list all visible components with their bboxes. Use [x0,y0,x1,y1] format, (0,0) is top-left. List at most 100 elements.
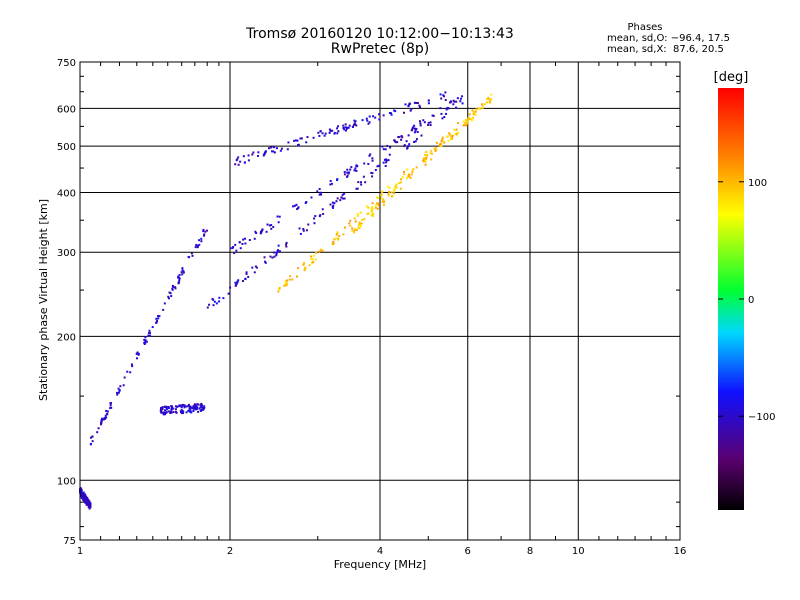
data-point [444,91,447,94]
data-point [182,270,185,273]
data-point [381,190,384,193]
data-point [360,222,363,225]
data-point [339,199,342,202]
colorbar-label: [deg] [714,70,749,85]
data-point [149,334,152,337]
data-point [218,296,221,299]
x-axis-ticks: 1 2 4 6 8 10 16 [77,62,687,557]
data-point [342,197,345,200]
data-point [372,213,375,216]
data-point [353,169,356,172]
data-point [171,287,174,290]
data-point [116,393,119,396]
data-point [294,139,297,142]
data-point [354,167,357,170]
y-tick-label: 400 [57,188,76,199]
data-point [105,409,108,412]
data-point [420,134,423,137]
data-point [161,408,164,411]
data-point [388,186,391,189]
data-point [368,121,371,124]
data-point [344,129,347,132]
data-point [314,215,317,218]
data-point [182,271,185,274]
data-point [200,404,203,407]
data-point [351,227,354,230]
data-point [409,109,412,112]
data-point [359,181,362,184]
data-point [101,417,104,420]
data-point [312,261,315,264]
data-point [273,151,276,154]
data-point [144,340,147,343]
data-point [198,407,201,410]
data-point [181,267,184,270]
data-point [341,193,344,196]
data-point [344,123,347,126]
data-point [403,144,406,147]
data-point [451,134,454,137]
data-point [481,106,484,109]
data-point [390,113,393,116]
data-point [471,109,474,112]
data-point [415,127,418,130]
data-point [171,288,174,291]
data-point [266,223,269,226]
data-point [183,406,186,409]
data-point [338,235,341,238]
data-point [175,411,178,414]
data-point [351,125,354,128]
data-point [234,284,237,287]
data-point [427,121,430,124]
grid-lines [80,62,680,540]
data-point [208,303,211,306]
data-point [302,228,305,231]
data-point [407,175,410,178]
y-tick-label: 750 [57,58,76,69]
data-point [376,165,379,168]
data-point [89,442,92,445]
data-point [105,416,108,419]
data-point [362,175,365,178]
data-point [336,238,339,241]
data-point [229,286,232,289]
data-point [174,408,177,411]
data-point [419,124,422,127]
data-point [462,120,465,123]
data-point [486,97,489,100]
x-tick-label: 16 [674,546,687,557]
data-point [84,497,87,500]
data-point [358,223,361,226]
data-point [368,154,371,157]
data-point [272,150,275,153]
data-point [194,246,197,249]
data-point [419,106,422,109]
data-point [480,103,483,106]
data-point [463,121,466,124]
data-point [151,326,154,329]
data-point [348,171,351,174]
data-point [412,126,415,129]
data-point [169,292,172,295]
data-point [233,252,236,255]
data-point [311,258,314,261]
data-point [80,490,83,493]
data-point [177,281,180,284]
data-point [289,275,292,278]
data-point [285,280,288,283]
data-point [349,168,352,171]
data-point [382,148,385,151]
data-point [247,275,250,278]
data-point [397,135,400,138]
data-point [439,107,442,110]
data-point [237,156,240,159]
data-point [203,405,206,408]
data-point [431,114,434,117]
data-point [303,268,306,271]
data-point [474,110,477,113]
data-point [222,297,225,300]
data-point [466,119,469,122]
data-point [271,256,274,259]
data-point [203,233,206,236]
data-point [382,198,385,201]
